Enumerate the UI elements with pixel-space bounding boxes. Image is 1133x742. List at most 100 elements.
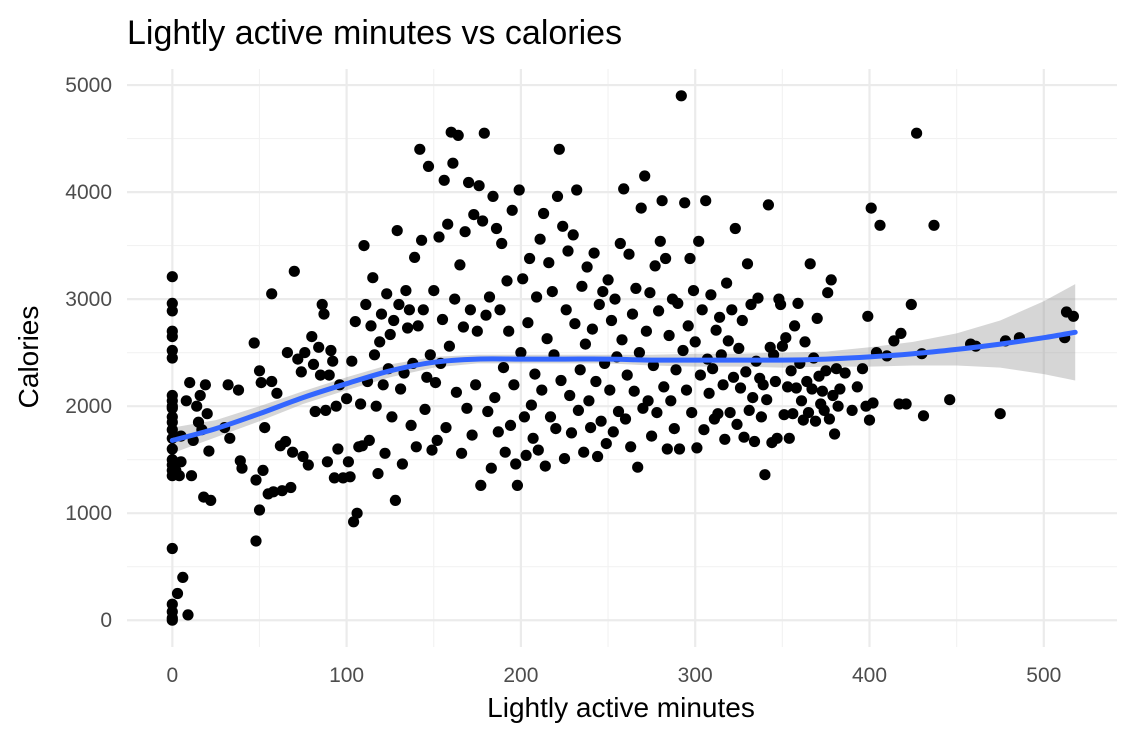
data-point: [600, 438, 612, 450]
data-point: [733, 342, 745, 354]
data-point: [424, 349, 436, 361]
data-point: [651, 407, 663, 419]
data-point: [222, 379, 234, 391]
data-point: [839, 367, 851, 379]
data-point: [811, 312, 823, 324]
data-point: [199, 379, 211, 391]
data-point: [417, 304, 429, 316]
data-point: [480, 309, 492, 321]
data-point: [374, 336, 386, 348]
data-point: [368, 349, 381, 361]
data-point: [604, 384, 616, 396]
data-point: [205, 494, 217, 506]
data-point: [761, 394, 773, 406]
data-point: [285, 481, 297, 494]
y-axis-ticks: 0 1000 2000 3000 4000 5000: [65, 74, 112, 632]
data-point: [367, 272, 379, 284]
data-point: [614, 237, 626, 250]
data-point: [342, 456, 354, 468]
data-point: [494, 304, 506, 316]
data-point: [557, 220, 569, 232]
data-point: [461, 402, 473, 414]
data-point: [299, 347, 311, 359]
data-point: [888, 335, 900, 347]
data-point: [191, 400, 203, 412]
data-point: [560, 304, 572, 316]
data-point: [616, 334, 628, 346]
data-point: [328, 472, 340, 484]
data-point: [579, 338, 592, 350]
data-point: [775, 298, 787, 311]
data-point: [177, 571, 189, 584]
data-point: [166, 402, 178, 414]
data-point: [752, 292, 764, 304]
data-point: [396, 458, 408, 470]
data-point: [565, 427, 578, 439]
data-point: [804, 258, 816, 270]
data-point: [250, 535, 262, 547]
data-point: [518, 411, 531, 423]
data-point: [419, 403, 431, 415]
data-point: [524, 252, 536, 265]
data-point: [402, 322, 414, 334]
data-point: [757, 379, 769, 391]
data-point: [609, 293, 621, 305]
data-point: [281, 347, 293, 359]
data-point: [325, 344, 337, 357]
data-point: [267, 486, 279, 498]
data-point: [785, 365, 797, 377]
data-point: [433, 231, 445, 243]
data-point: [567, 229, 579, 241]
data-point: [201, 408, 213, 420]
data-point: [175, 456, 187, 468]
data-point: [323, 369, 335, 381]
data-point: [710, 324, 722, 336]
data-point: [780, 332, 792, 344]
data-point: [330, 400, 342, 412]
data-point: [546, 286, 558, 298]
data-point: [846, 404, 858, 416]
data-point: [485, 462, 497, 474]
data-point: [447, 157, 459, 169]
data-point: [232, 384, 245, 396]
data-point: [508, 379, 520, 391]
data-point: [306, 331, 318, 343]
data-point: [426, 444, 438, 456]
y-tick-label: 5000: [65, 74, 112, 97]
data-point: [450, 386, 462, 398]
data-point: [755, 411, 768, 423]
data-point: [665, 395, 677, 407]
data-point: [341, 393, 353, 405]
data-point: [829, 428, 841, 440]
data-point: [771, 432, 783, 444]
data-point: [534, 233, 546, 245]
data-point: [203, 445, 215, 457]
data-point: [436, 313, 449, 326]
data-point: [412, 320, 424, 332]
confidence-band: [172, 284, 1076, 454]
data-point: [895, 327, 907, 339]
x-tick-label: 100: [329, 664, 364, 687]
data-point: [642, 395, 654, 407]
data-point: [393, 298, 405, 311]
data-point: [173, 470, 185, 482]
data-point: [783, 432, 795, 444]
data-point: [171, 587, 184, 600]
data-point: [569, 318, 581, 330]
data-point: [714, 311, 726, 323]
data-point: [253, 365, 266, 377]
data-point: [668, 423, 680, 435]
data-point: [321, 456, 333, 468]
data-point: [452, 129, 464, 141]
data-point: [405, 419, 417, 431]
data-point: [314, 369, 327, 381]
data-point: [253, 504, 266, 516]
data-point: [663, 329, 675, 342]
data-point: [670, 364, 682, 376]
data-point: [630, 282, 642, 294]
data-point: [421, 371, 433, 383]
data-point: [689, 336, 701, 348]
data-point: [513, 184, 525, 196]
data-point: [271, 387, 283, 399]
